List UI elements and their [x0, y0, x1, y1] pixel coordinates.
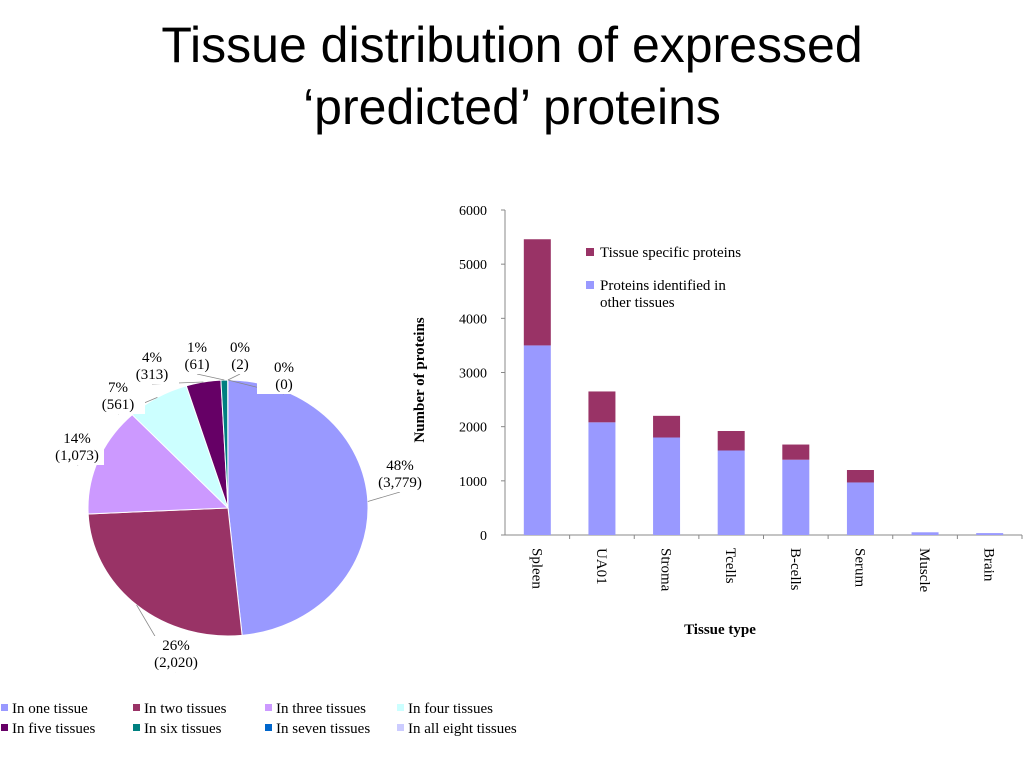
- pie-percent-label: 48%: [386, 458, 414, 474]
- bar-b-cells-series-2: [782, 444, 810, 460]
- pie-percent-label: 0%: [274, 360, 294, 376]
- pie-percent-label: 14%: [63, 431, 91, 447]
- pie-data-label-7: 0%(2): [213, 338, 267, 374]
- y-tick-label: 3000: [459, 367, 487, 382]
- legend-swatch: [265, 704, 272, 711]
- pie-percent-label: 0%: [230, 340, 250, 356]
- legend-item: In six tissues: [133, 721, 222, 737]
- x-tick-label: Spleen: [528, 548, 544, 589]
- legend-item: In seven tissues: [265, 721, 370, 737]
- y-tick-label: 4000: [459, 312, 487, 327]
- pie-count-label: (1,073): [55, 448, 99, 464]
- pie-percent-label: 7%: [108, 380, 128, 396]
- pie-label-bg: [257, 358, 311, 394]
- x-tick-label: Serum: [851, 548, 867, 587]
- legend-item: In two tissues: [133, 701, 227, 717]
- bar-brain-series-1: [976, 533, 1004, 535]
- bar-legend-swatch: [586, 281, 594, 289]
- legend-item: In five tissues: [1, 721, 95, 737]
- title-line-1: Tissue distribution of expressed: [161, 17, 863, 73]
- pie-label-bg: [149, 636, 203, 672]
- legend-swatch: [397, 724, 404, 731]
- y-tick-label: 0: [480, 529, 487, 544]
- pie-count-label: (561): [102, 397, 135, 413]
- legend-label: In all eight tissues: [408, 721, 517, 737]
- y-tick-label: 6000: [459, 204, 487, 219]
- bar-legend-label: other tissues: [600, 295, 675, 311]
- bar-legend: Tissue specific proteins Proteins identif…: [586, 245, 741, 311]
- legend-swatch: [1, 704, 8, 711]
- y-tick-label: 1000: [459, 475, 487, 490]
- legend-swatch: [133, 704, 140, 711]
- legend-label: In one tissue: [12, 701, 88, 717]
- pie-leader-line-1: [367, 491, 401, 502]
- bar-tcells-series-1: [717, 450, 745, 535]
- legend-item: In one tissue: [1, 701, 88, 717]
- bar-legend-label: Proteins identified in: [600, 278, 726, 294]
- x-tick-label: Stroma: [658, 548, 674, 592]
- legend-label: In two tissues: [144, 701, 227, 717]
- pie-legend: In one tissue In two tissues In three tiss…: [1, 701, 517, 737]
- bar-serum-series-1: [846, 482, 874, 535]
- bar-spleen-series-2: [523, 239, 551, 346]
- pie-label-bg: [373, 456, 427, 492]
- legend-swatch: [1, 724, 8, 731]
- y-tick-label: 5000: [459, 258, 487, 273]
- pie-percent-label: 26%: [162, 638, 190, 654]
- pie-label-bg: [50, 429, 104, 465]
- x-tick-label: Tcells: [722, 548, 738, 584]
- pie-data-label-2: 26%(2,020): [149, 636, 203, 672]
- pie-count-label: (0): [275, 377, 293, 393]
- legend-label: In six tissues: [144, 721, 222, 737]
- pie-data-label-1: 48%(3,779): [373, 456, 427, 492]
- pie-percent-label: 1%: [187, 340, 207, 356]
- pie-count-label: (2): [231, 357, 249, 373]
- x-axis-label: Tissue type: [684, 622, 756, 638]
- pie-data-label-8: 0%(0): [257, 358, 311, 394]
- x-tick-label: Brain: [981, 548, 997, 582]
- pie-leader-line-7: [227, 373, 241, 381]
- page-title: Tissue distribution of expressed ‘predic…: [0, 14, 1024, 138]
- legend-label: In five tissues: [12, 721, 95, 737]
- title-line-2: ‘predicted’ proteins: [303, 79, 721, 135]
- bar-tcells-series-2: [717, 431, 745, 451]
- pie-count-label: (2,020): [154, 655, 198, 671]
- bar-stroma-series-2: [653, 415, 681, 438]
- x-tick-label: Muscle: [916, 548, 932, 593]
- bar-muscle-series-1: [911, 532, 939, 535]
- bar-ua01-series-2: [588, 391, 616, 423]
- legend-item: In four tissues: [397, 701, 493, 717]
- legend-label: In seven tissues: [276, 721, 370, 737]
- legend-label: In four tissues: [408, 701, 493, 717]
- pie-leader-line-6: [196, 373, 225, 381]
- legend-label: In three tissues: [276, 701, 366, 717]
- bar-legend-label: Tissue specific proteins: [600, 245, 741, 261]
- y-axis-label: Number of proteins: [412, 317, 428, 442]
- bar-ua01-series-1: [588, 422, 616, 535]
- bar-spleen-series-1: [523, 345, 551, 535]
- legend-swatch: [133, 724, 140, 731]
- pie-count-label: (313): [136, 367, 169, 383]
- x-tick-label: B-cells: [787, 548, 803, 591]
- pie-data-label-3: 14%(1,073): [50, 429, 104, 465]
- bar-b-cells-series-1: [782, 459, 810, 535]
- y-tick-label: 2000: [459, 421, 487, 436]
- pie-data-label-4: 7%(561): [91, 378, 145, 414]
- bar-legend-item: Tissue specific proteins: [586, 245, 741, 261]
- pie-percent-label: 4%: [142, 350, 162, 366]
- pie-count-label: (3,779): [378, 475, 422, 491]
- legend-swatch: [397, 704, 404, 711]
- legend-swatch: [265, 724, 272, 731]
- legend-item: In all eight tissues: [397, 721, 517, 737]
- x-tick-label: UA01: [593, 548, 609, 585]
- legend-item: In three tissues: [265, 701, 366, 717]
- bar-legend-swatch: [586, 248, 594, 256]
- pie-count-label: (61): [185, 357, 210, 373]
- bar-stroma-series-1: [653, 437, 681, 535]
- bar-serum-series-2: [846, 470, 874, 483]
